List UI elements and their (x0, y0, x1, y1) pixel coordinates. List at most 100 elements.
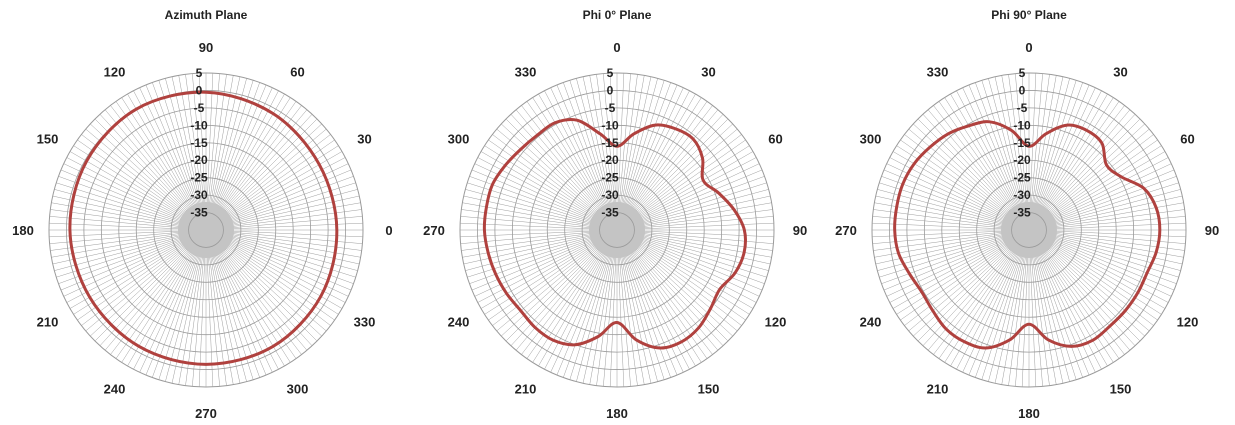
grid-ring (477, 90, 757, 370)
grid-ring (511, 124, 723, 336)
grid-ring (83, 107, 329, 353)
angle-tick-label: 240 (448, 315, 470, 330)
grid-ring (66, 90, 346, 370)
grid-ring (48, 72, 364, 388)
angle-tick-label: 150 (1110, 382, 1132, 397)
grid-ring (1011, 212, 1047, 248)
phi-0-plane-svg: 5 0 -5 -10 -15 -20 -25 -30 -35 0 30 60 90 120 150 180 21… (423, 40, 807, 421)
grid-ring (889, 90, 1169, 370)
radial-tick-label: -10 (1013, 118, 1031, 132)
angle-tick-label: 180 (12, 223, 34, 238)
angle-tick-label: 150 (37, 132, 59, 147)
angle-tick-label: 90 (793, 223, 807, 238)
radial-tick-label: 5 (196, 66, 203, 80)
polar-grid (459, 72, 775, 388)
angle-tick-label: 0 (613, 40, 620, 55)
grid-ring (993, 194, 1065, 266)
grid-ring (494, 107, 740, 353)
radial-tick-label: -5 (605, 101, 616, 115)
phi-90-plane-chart: Phi 90° Plane 5 0 -5 -10 -15 -20 -25 -30 -35 0 30 6… (823, 0, 1235, 425)
angle-tick-label: 210 (927, 382, 949, 397)
radial-tick-label: -10 (190, 118, 208, 132)
radial-tick-label: 5 (607, 66, 614, 80)
angle-tick-label: 60 (768, 132, 782, 147)
angle-tick-label: 60 (1180, 132, 1194, 147)
angle-tick-label: 300 (287, 382, 309, 397)
angle-tick-label: 330 (515, 65, 537, 80)
phi-90-plane-svg: 5 0 -5 -10 -15 -20 -25 -30 -35 0 30 60 90 120 150 180 21… (835, 40, 1219, 421)
radial-tick-label: 0 (196, 83, 203, 97)
chart-title: Azimuth Plane (164, 8, 248, 22)
radial-tick-label: 5 (1019, 66, 1026, 80)
phi-0-plane-chart: Phi 0° Plane 5 0 -5 -10 -15 -20 -25 -30 -35 0 30 60… (411, 0, 823, 425)
angle-tick-label: 270 (423, 223, 445, 238)
angle-tick-label: 210 (515, 382, 537, 397)
chart-title: Phi 0° Plane (582, 8, 652, 22)
chart-title: Phi 90° Plane (991, 8, 1067, 22)
grid-ring (529, 142, 705, 318)
radial-tick-label: -5 (194, 101, 205, 115)
pattern-trace (68, 90, 339, 366)
azimuth-plane-chart: Azimuth Plane 5 0 -5 -10 -15 -20 -25 -30 -35 0 30 6… (0, 0, 412, 425)
grid-ring (958, 159, 1100, 301)
angle-tick-label: 210 (37, 315, 59, 330)
angle-tick-label: 30 (701, 65, 715, 80)
angle-tick-label: 30 (357, 132, 371, 147)
angle-tick-label: 0 (1025, 40, 1032, 55)
angle-tick-label: 60 (290, 65, 304, 80)
angle-tick-label: 300 (860, 132, 882, 147)
radial-tick-label: -15 (190, 136, 208, 150)
angle-tick-label: 330 (354, 315, 376, 330)
angle-tick-label: 120 (1177, 315, 1199, 330)
grid-ring (581, 194, 653, 266)
radial-tick-label: -35 (601, 206, 619, 220)
angle-tick-label: 120 (765, 315, 787, 330)
grid-ring (135, 159, 277, 301)
radial-tick-label: 0 (1019, 83, 1026, 97)
grid-ring (188, 212, 224, 248)
angle-tick-label: 300 (448, 132, 470, 147)
grid-ring (599, 212, 635, 248)
grid-ring (100, 124, 312, 336)
angle-tick-label: 120 (104, 65, 126, 80)
angle-tick-label: 90 (199, 40, 213, 55)
radial-tick-label: -25 (190, 171, 208, 185)
angle-tick-label: 150 (698, 382, 720, 397)
radial-tick-label: -15 (601, 136, 619, 150)
pattern-trace (482, 117, 747, 350)
radial-tick-label: -25 (601, 171, 619, 185)
center-disc (178, 202, 234, 258)
radial-tick-label: -20 (190, 153, 208, 167)
angle-tick-label: 0 (385, 223, 392, 238)
center-disc (589, 202, 645, 258)
angle-tick-label: 270 (195, 406, 217, 421)
center-disc (1001, 202, 1057, 258)
grid-ring (923, 124, 1135, 336)
angle-tick-label: 180 (606, 406, 628, 421)
grid-ring (546, 159, 688, 301)
grid-ring (564, 177, 670, 283)
grid-ring (118, 142, 294, 318)
radial-tick-label: -30 (190, 188, 208, 202)
radial-tick-label: -25 (1013, 171, 1031, 185)
grid-ring (170, 194, 242, 266)
grid-ring (976, 177, 1082, 283)
grid-ring (871, 72, 1187, 388)
radial-tick-label: 0 (607, 83, 614, 97)
angle-tick-label: 270 (835, 223, 857, 238)
radial-tick-label: -35 (190, 206, 208, 220)
radial-tick-label: -30 (1013, 188, 1031, 202)
grid-ring (906, 107, 1152, 353)
grid-ring (941, 142, 1117, 318)
radial-tick-label: -5 (1017, 101, 1028, 115)
radial-tick-label: -30 (601, 188, 619, 202)
radial-tick-label: -10 (601, 118, 619, 132)
grid-ring (153, 177, 259, 283)
azimuth-plane-svg: 5 0 -5 -10 -15 -20 -25 -30 -35 0 30 60 90 120 150 180 21… (12, 40, 392, 421)
angle-tick-label: 180 (1018, 406, 1040, 421)
angle-tick-label: 240 (860, 315, 882, 330)
radial-tick-label: -15 (1013, 136, 1031, 150)
grid-ring (459, 72, 775, 388)
angle-tick-label: 30 (1113, 65, 1127, 80)
